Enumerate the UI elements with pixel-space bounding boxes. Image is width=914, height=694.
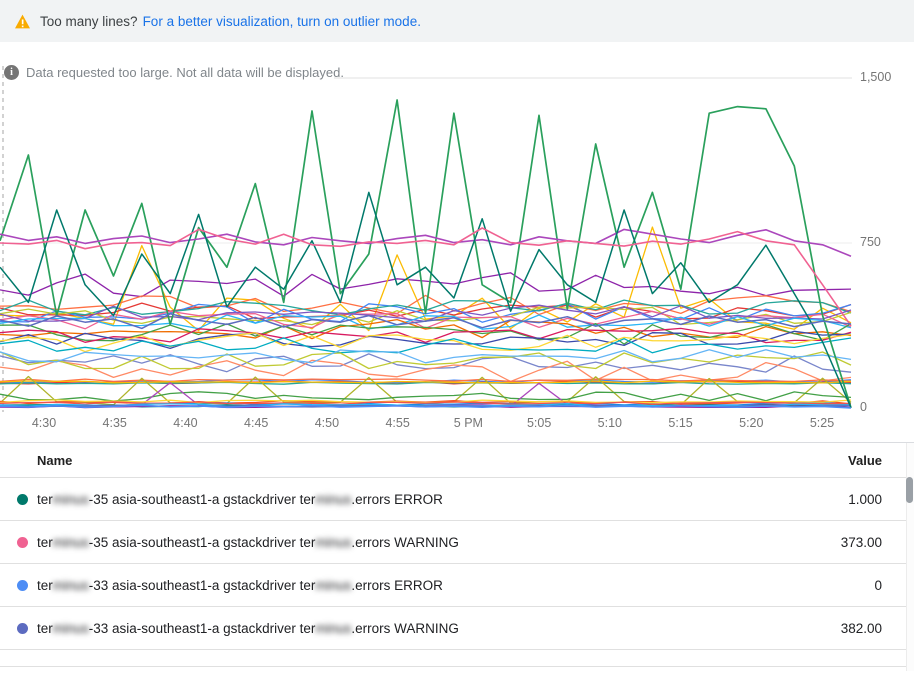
timeseries-chart[interactable]: i Data requested too large. Not all data…	[0, 42, 914, 443]
series-name: terminus-33 asia-southeast1-a gstackdriv…	[37, 577, 443, 593]
series-color-dot	[17, 622, 28, 634]
x-tick-label: 5 PM	[453, 416, 483, 430]
chart-line	[0, 337, 852, 354]
series-color-dot	[17, 579, 28, 591]
scrollbar-track[interactable]	[906, 443, 914, 671]
x-axis-labels: 4:30 4:35 4:40 4:45 4:50 4:55 5 PM 5:05 5:10 5:15…	[0, 416, 914, 436]
too-many-lines-banner: Too many lines? For a better visualizati…	[0, 0, 914, 42]
x-tick-label: 5:05	[526, 416, 552, 430]
chart-line	[0, 306, 852, 326]
chart-line	[0, 401, 852, 405]
x-tick-label: 4:30	[31, 416, 57, 430]
x-tick-label: 4:50	[314, 416, 340, 430]
data-truncated-notice: i Data requested too large. Not all data…	[4, 65, 344, 80]
chart-line	[0, 318, 852, 340]
chart-line	[0, 391, 852, 402]
outlier-mode-link[interactable]: For a better visualization, turn on outl…	[142, 13, 421, 29]
chart-line	[0, 359, 852, 383]
banner-message: Too many lines?	[40, 13, 138, 29]
notice-text: Data requested too large. Not all data w…	[26, 65, 344, 80]
chart-line	[0, 327, 852, 344]
chart-line	[0, 310, 852, 330]
x-tick-label: 5:15	[668, 416, 693, 430]
y-tick-label: 0	[860, 400, 867, 414]
info-icon: i	[4, 65, 19, 80]
series-value: 373.00	[840, 534, 882, 550]
series-value: 382.00	[840, 620, 882, 636]
series-name: terminus-35 asia-southeast1-a gstackdriv…	[37, 534, 459, 550]
scrollbar-thumb[interactable]	[906, 477, 913, 503]
x-tick-label: 5:25	[809, 416, 835, 430]
chart-line	[0, 313, 852, 330]
legend-row[interactable]: terminus-33 asia-southeast1-a gstackdriv…	[0, 564, 914, 607]
chart-line	[0, 380, 852, 384]
series-value: 0	[874, 577, 882, 593]
legend-table-body: terminus-35 asia-southeast1-a gstackdriv…	[0, 478, 914, 650]
chart-line	[0, 349, 852, 364]
y-tick-label: 750	[860, 235, 881, 249]
x-tick-label: 5:20	[739, 416, 764, 430]
legend-table-header: Name Value	[0, 443, 914, 478]
chart-lines	[0, 99, 852, 409]
chart-line	[0, 314, 852, 330]
column-header-name[interactable]: Name	[37, 452, 73, 468]
x-tick-label: 4:35	[102, 416, 127, 430]
legend-table: Name Value terminus-35 asia-southeast1-a…	[0, 443, 914, 667]
warning-icon	[15, 14, 30, 28]
legend-row[interactable]: terminus-35 asia-southeast1-a gstackdriv…	[0, 478, 914, 521]
legend-row[interactable]: terminus-35 asia-southeast1-a gstackdriv…	[0, 521, 914, 564]
chart-line	[0, 322, 852, 345]
chart-line	[0, 353, 852, 373]
chart-line	[0, 294, 852, 316]
chart-line	[0, 227, 852, 327]
series-color-dot	[17, 536, 28, 548]
chart-line	[0, 191, 852, 409]
chart-line	[0, 99, 852, 409]
chart-line	[0, 378, 852, 383]
x-tick-label: 4:40	[173, 416, 198, 430]
x-tick-label: 4:55	[385, 416, 410, 430]
series-name: terminus-33 asia-southeast1-a gstackdriv…	[37, 620, 459, 636]
series-name: terminus-35 asia-southeast1-a gstackdriv…	[37, 491, 443, 507]
chart-plot-area[interactable]	[0, 42, 914, 443]
chart-line	[0, 228, 852, 257]
chart-line	[0, 404, 852, 409]
series-value: 1.000	[848, 491, 882, 507]
chart-line	[0, 332, 852, 353]
y-tick-label: 1,500	[860, 70, 892, 84]
chart-line	[0, 351, 852, 370]
chart-table-divider	[0, 442, 914, 443]
x-tick-label: 4:45	[244, 416, 269, 430]
x-tick-label: 5:10	[597, 416, 622, 430]
chart-line	[0, 226, 852, 332]
series-color-dot	[17, 493, 28, 505]
column-header-value[interactable]: Value	[848, 452, 882, 468]
legend-row[interactable]: terminus-33 asia-southeast1-a gstackdriv…	[0, 607, 914, 650]
legend-table-partial-row	[0, 650, 914, 667]
